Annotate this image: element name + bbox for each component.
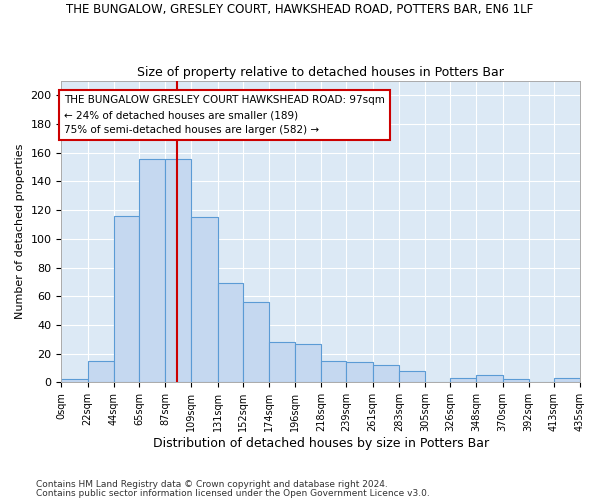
Bar	[191, 218, 218, 382]
Bar	[503, 380, 529, 382]
Bar	[321, 361, 346, 382]
Bar	[218, 284, 242, 382]
Bar	[399, 371, 425, 382]
Bar	[476, 375, 503, 382]
Bar	[554, 378, 580, 382]
Bar	[242, 302, 269, 382]
X-axis label: Distribution of detached houses by size in Potters Bar: Distribution of detached houses by size …	[152, 437, 489, 450]
Text: THE BUNGALOW, GRESLEY COURT, HAWKSHEAD ROAD, POTTERS BAR, EN6 1LF: THE BUNGALOW, GRESLEY COURT, HAWKSHEAD R…	[67, 2, 533, 16]
Bar	[373, 365, 399, 382]
Bar	[165, 158, 191, 382]
Text: Contains HM Land Registry data © Crown copyright and database right 2024.: Contains HM Land Registry data © Crown c…	[36, 480, 388, 489]
Bar	[450, 378, 476, 382]
Bar	[295, 344, 321, 382]
Bar	[61, 380, 88, 382]
Bar	[88, 361, 114, 382]
Y-axis label: Number of detached properties: Number of detached properties	[15, 144, 25, 320]
Bar	[114, 216, 139, 382]
Bar	[269, 342, 295, 382]
Title: Size of property relative to detached houses in Potters Bar: Size of property relative to detached ho…	[137, 66, 504, 78]
Text: THE BUNGALOW GRESLEY COURT HAWKSHEAD ROAD: 97sqm
← 24% of detached houses are sm: THE BUNGALOW GRESLEY COURT HAWKSHEAD ROA…	[64, 96, 385, 135]
Text: Contains public sector information licensed under the Open Government Licence v3: Contains public sector information licen…	[36, 488, 430, 498]
Bar	[346, 362, 373, 382]
Bar	[139, 158, 165, 382]
